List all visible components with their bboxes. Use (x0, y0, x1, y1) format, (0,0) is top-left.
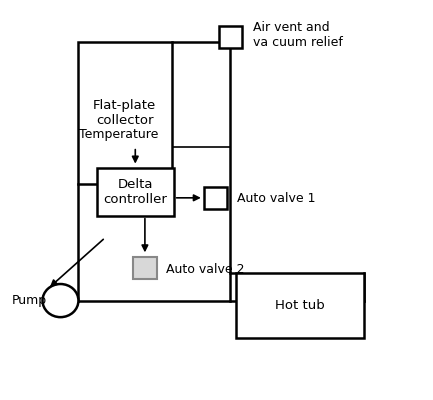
Bar (133, 257, 157, 279)
Bar (78, 42, 171, 184)
Text: Pump: Pump (11, 294, 46, 307)
Circle shape (42, 284, 78, 317)
Bar (204, 187, 227, 209)
Bar (97, 168, 174, 216)
Text: Temperature: Temperature (79, 128, 159, 141)
Text: Hot tub: Hot tub (275, 299, 325, 312)
Bar (236, 273, 364, 338)
Bar (219, 26, 242, 48)
Text: Auto valve 2: Auto valve 2 (166, 262, 245, 276)
Text: Delta
controller: Delta controller (103, 178, 167, 206)
Text: Flat-plate
collector: Flat-plate collector (93, 99, 156, 127)
Text: Auto valve 1: Auto valve 1 (237, 192, 316, 204)
Text: Air vent and
va cuum relief: Air vent and va cuum relief (253, 21, 343, 49)
